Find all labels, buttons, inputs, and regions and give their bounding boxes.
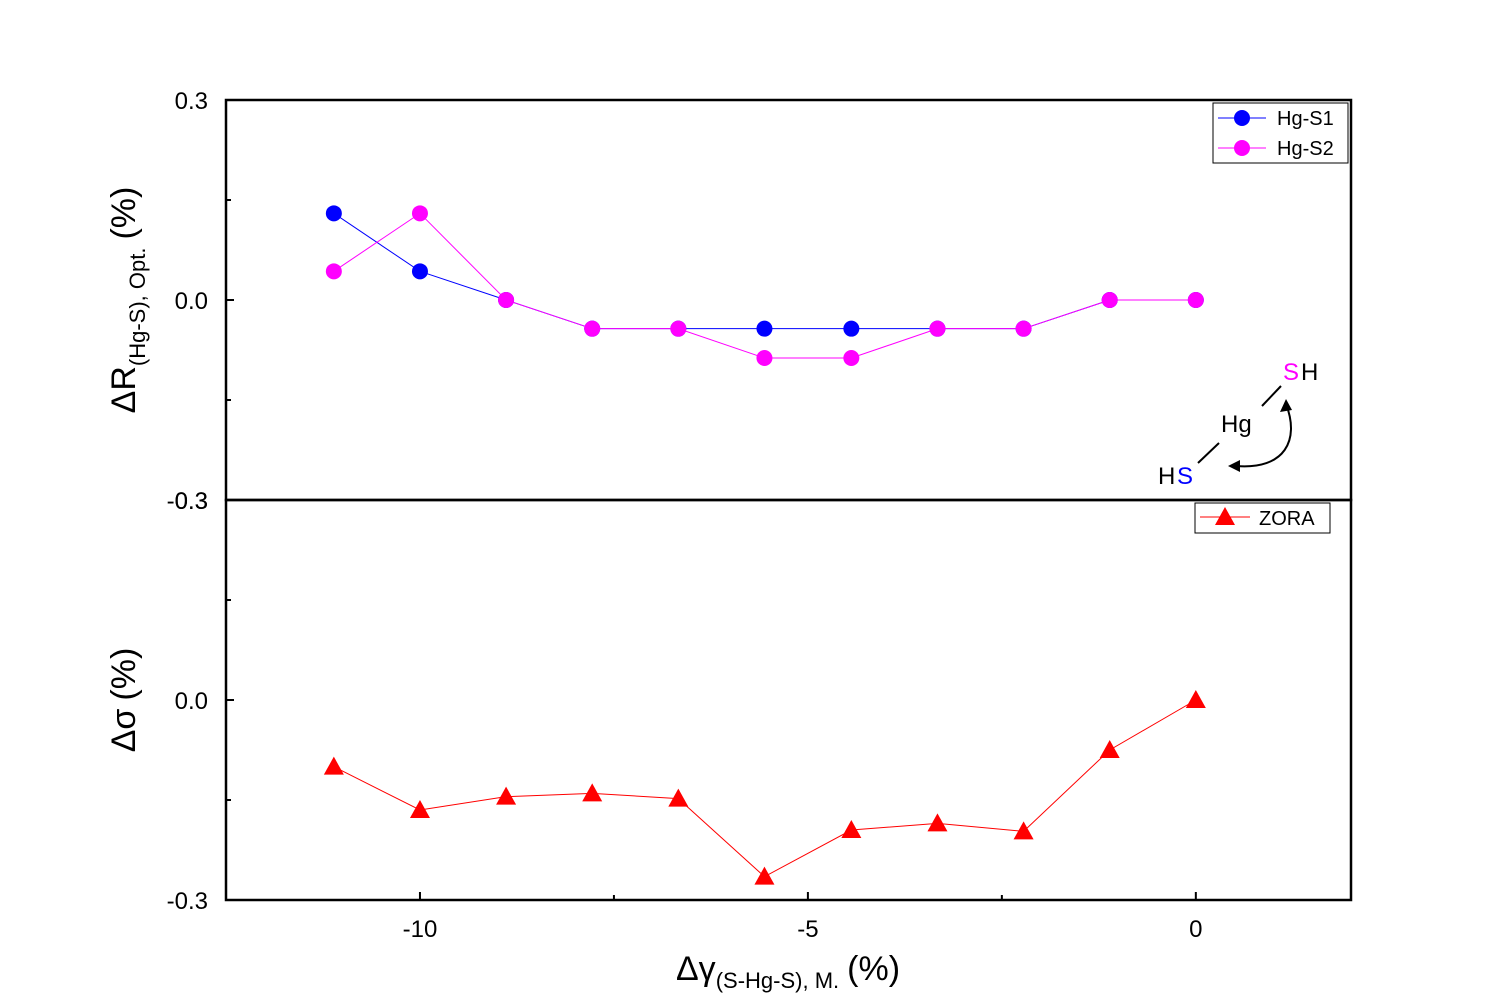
- data-point-zora: [409, 800, 430, 818]
- legend-marker-hg-s2: [1234, 140, 1250, 156]
- data-point-hg-s1: [325, 205, 342, 222]
- data-point-hg-s1: [843, 320, 860, 337]
- atom-hs-s: S: [1177, 463, 1193, 490]
- legend-marker-hg-s1: [1234, 110, 1250, 126]
- x-axis-title: Δγ(S-Hg-S), M. (%): [676, 950, 900, 993]
- data-point-zora: [668, 788, 689, 807]
- top-legend-box: [1212, 102, 1349, 164]
- atom-hg: Hg: [1221, 411, 1252, 438]
- bottom-legend-box: [1194, 502, 1331, 534]
- data-point-hg-s2: [325, 263, 342, 280]
- series-line-zora: [333, 699, 1197, 878]
- y-tick-label: 0.0: [175, 688, 208, 715]
- legend-label-zora: ZORA: [1259, 508, 1315, 530]
- legend-label-hg-s2: Hg-S2: [1277, 138, 1334, 160]
- data-point-hg-s2: [1015, 320, 1032, 337]
- y-tick-label: -0.3: [167, 488, 208, 515]
- data-point-zora: [323, 756, 344, 775]
- data-point-hg-s1: [756, 320, 773, 337]
- y-tick-label: 0.0: [175, 288, 208, 315]
- legend-label-hg-s1: Hg-S1: [1277, 108, 1334, 130]
- legend-marker-zora: [1215, 507, 1235, 525]
- bottom-legend: ZORA: [1194, 502, 1331, 534]
- y-tick-label: -0.3: [167, 888, 208, 915]
- data-point-zora: [754, 866, 775, 885]
- data-point-hg-s1: [411, 263, 428, 280]
- rotation-arrowhead-left: [1228, 460, 1240, 472]
- y-tick-label: 0.3: [175, 488, 208, 515]
- data-point-zora: [1099, 740, 1120, 758]
- atom-sh-h: H: [1301, 359, 1318, 386]
- molecule-annotation: S H Hg H S: [1158, 359, 1318, 490]
- data-point-zora: [496, 786, 517, 805]
- data-point-hg-s2: [1101, 292, 1118, 308]
- atom-hs-h: H: [1158, 463, 1175, 490]
- top-legend: Hg-S1 Hg-S2: [1212, 102, 1349, 164]
- bond-hs-hg: [1197, 442, 1220, 464]
- x-tick-label: -5: [797, 916, 818, 943]
- series-line-hg-s1: [333, 212, 1196, 330]
- rotation-arrow: [1235, 403, 1292, 468]
- data-point-zora: [1013, 821, 1034, 840]
- data-point-hg-s2: [411, 205, 428, 222]
- data-point-hg-s2: [670, 320, 687, 337]
- bottom-y-axis-title: Δσ(%): [105, 648, 143, 753]
- bond-hg-sh: [1261, 385, 1282, 407]
- data-point-zora: [841, 820, 862, 838]
- data-point-hg-s2: [584, 320, 601, 337]
- data-point-hg-s2: [1187, 292, 1204, 308]
- rotation-arrowhead-top: [1280, 399, 1292, 412]
- data-point-hg-s2: [756, 350, 773, 366]
- top-y-axis-title: ΔR(Hg-S), Opt.(%): [105, 187, 150, 414]
- atom-sh-s: S: [1283, 359, 1299, 386]
- y-tick-label: 0.3: [175, 88, 208, 115]
- data-point-zora: [1185, 690, 1206, 708]
- data-point-hg-s2: [843, 350, 860, 366]
- bottom-panel-frame: [224, 498, 1353, 902]
- x-tick-label: 0: [1189, 916, 1202, 943]
- data-point-hg-s2: [929, 320, 946, 337]
- x-tick-label: -10: [403, 916, 438, 943]
- data-point-hg-s2: [498, 292, 515, 308]
- data-point-zora: [927, 813, 948, 832]
- data-point-zora: [582, 783, 603, 802]
